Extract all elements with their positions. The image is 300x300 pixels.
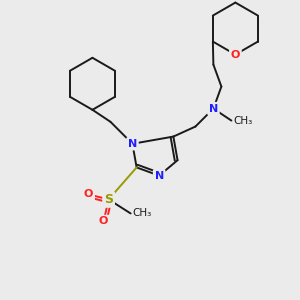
Text: O: O [231,50,240,60]
Text: N: N [128,139,137,149]
Text: O: O [84,189,93,200]
Text: N: N [154,171,164,181]
Text: O: O [99,216,108,226]
Text: S: S [104,193,113,206]
Text: CH₃: CH₃ [233,116,253,126]
Text: N: N [209,103,218,114]
Text: CH₃: CH₃ [133,208,152,218]
